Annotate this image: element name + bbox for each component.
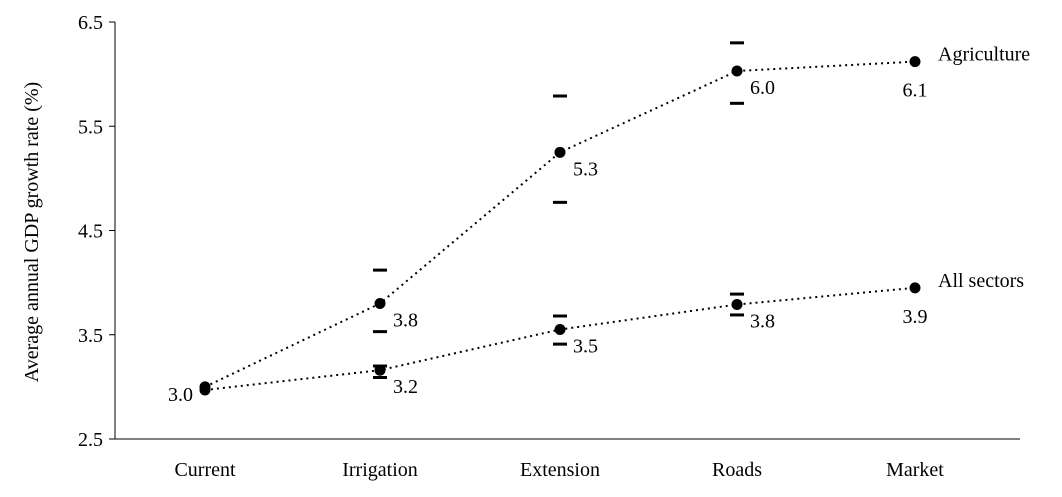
value-label: 6.1	[903, 80, 928, 102]
series-lines-group	[204, 60, 916, 391]
x-tick-label: Current	[174, 459, 236, 481]
y-tick-label: 5.5	[78, 116, 103, 138]
data-point	[731, 299, 743, 311]
value-label: 3.8	[393, 309, 418, 331]
data-point	[554, 146, 566, 158]
y-tick-label: 6.5	[78, 12, 103, 34]
value-label: 3.9	[903, 306, 928, 328]
x-tick-label: Irrigation	[342, 459, 418, 481]
x-tick-label: Extension	[520, 459, 600, 481]
data-points-group	[199, 56, 921, 396]
data-point	[374, 364, 386, 376]
value-label: 3.0	[168, 384, 193, 406]
value-labels-group: 3.8 5.3 6.0 6.1 3.0 3.2 3.5 3.8 3.9	[168, 77, 928, 406]
y-tick-label: 2.5	[78, 429, 103, 451]
data-point	[731, 65, 743, 77]
value-label: 3.2	[393, 376, 418, 398]
x-tick-label: Roads	[712, 459, 762, 481]
x-ticks-group: Current Irrigation Extension Roads Market	[174, 459, 944, 481]
series-label: All sectors	[938, 270, 1024, 292]
value-label: 3.5	[573, 336, 598, 358]
value-label: 6.0	[750, 77, 775, 99]
value-label: 5.3	[573, 158, 598, 180]
data-point	[909, 282, 921, 294]
x-tick-label: Market	[886, 459, 944, 481]
data-point	[909, 56, 921, 68]
series-label: Agriculture	[938, 44, 1030, 66]
y-tick-label: 4.5	[78, 221, 103, 243]
y-tick-label: 3.5	[78, 325, 103, 347]
data-point	[554, 324, 566, 336]
series-labels-group: Agriculture All sectors	[938, 44, 1030, 292]
series-line-0	[204, 60, 916, 388]
data-point	[374, 297, 386, 309]
y-axis-title: Average annual GDP growth rate (%)	[21, 82, 43, 382]
data-point	[199, 384, 211, 396]
series-line-1	[204, 286, 916, 391]
value-label: 3.8	[750, 311, 775, 333]
y-ticks-group: 2.5 3.5 4.5 5.5 6.5	[78, 12, 115, 451]
